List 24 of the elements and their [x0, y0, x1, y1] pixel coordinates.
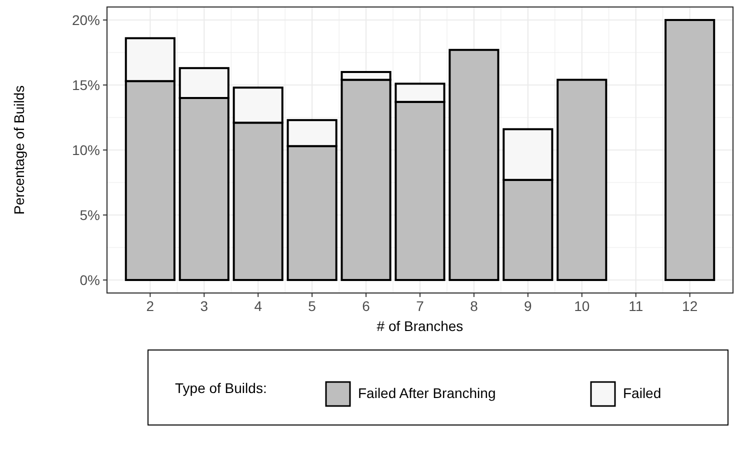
x-tick-label: 12: [682, 298, 698, 314]
y-axis-title: Percentage of Builds: [11, 85, 27, 215]
bar: [556, 78, 608, 281]
legend-title: Type of Builds:: [175, 380, 267, 396]
y-tick-label: 15%: [72, 76, 100, 93]
y-tick-label: 20%: [72, 12, 100, 28]
y-tick-label: 10%: [72, 142, 100, 158]
x-tick-label: 9: [524, 298, 532, 314]
x-tick-label: 2: [146, 298, 154, 314]
x-tick-label: 11: [628, 298, 644, 314]
y-tick-label: 5%: [80, 206, 100, 223]
x-tick-label: 4: [254, 298, 262, 314]
legend-label: Failed After Branching: [358, 384, 496, 401]
x-tick-label: 5: [308, 298, 316, 314]
x-tick-label: 8: [470, 298, 478, 314]
x-tick-label: 6: [362, 298, 370, 314]
x-tick-label: 10: [574, 298, 590, 314]
bar: [448, 48, 500, 281]
x-tick-label: 3: [200, 298, 208, 314]
x-tick-label: 7: [416, 298, 424, 314]
y-tick-label: 0%: [80, 272, 100, 288]
x-axis-title: # of Branches: [376, 318, 464, 334]
bar: [664, 19, 716, 281]
legend-label: Failed: [623, 384, 662, 401]
